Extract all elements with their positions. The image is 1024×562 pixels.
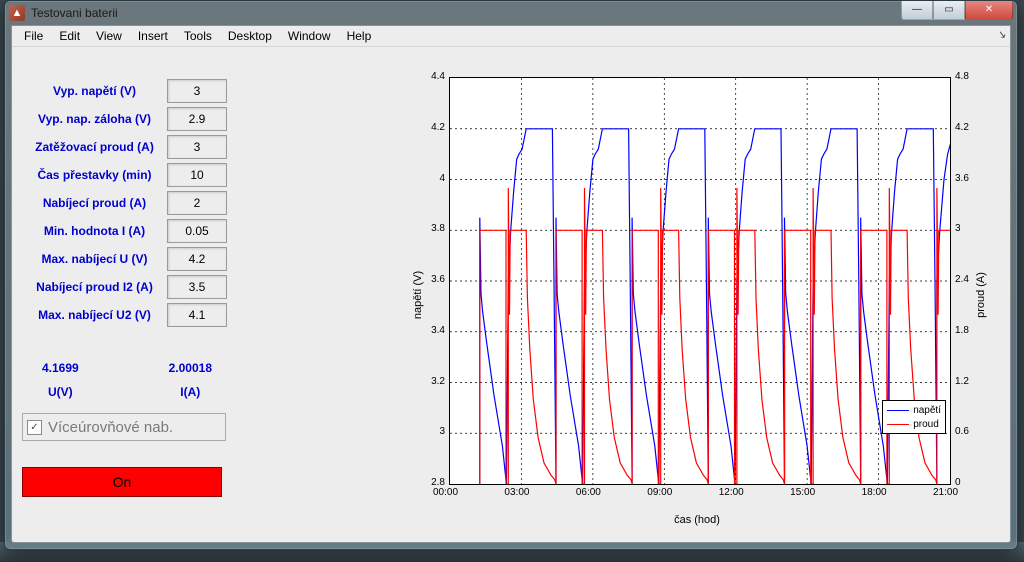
params-panel: Vyp. napětí (V) Vyp. nap. záloha (V) Zatěž… <box>22 77 237 329</box>
x-tick-label: 03:00 <box>504 487 529 498</box>
param-input[interactable] <box>167 163 227 187</box>
y1-tick-label: 3.4 <box>405 325 445 336</box>
menubar: FileEditViewInsertToolsDesktopWindowHelp… <box>12 26 1010 47</box>
param-label: Vyp. nap. záloha (V) <box>22 112 167 126</box>
menu-help[interactable]: Help <box>339 27 380 45</box>
legend-label: proud <box>913 419 939 430</box>
param-label: Max. nabíjecí U2 (V) <box>22 308 167 322</box>
legend-label: napětí <box>913 405 941 416</box>
param-label: Nabíjecí proud (A) <box>22 196 167 210</box>
menu-view[interactable]: View <box>88 27 130 45</box>
voltage-readout-value: 4.1699 <box>42 361 79 375</box>
menu-window[interactable]: Window <box>280 27 339 45</box>
param-input[interactable] <box>167 275 227 299</box>
y1-tick-label: 4.2 <box>405 122 445 133</box>
x-tick-label: 18:00 <box>862 487 887 498</box>
y2-tick-label: 1.2 <box>955 376 969 387</box>
plot-svg <box>450 78 950 484</box>
plot-area: napětí proud <box>449 77 951 485</box>
x-tick-label: 06:00 <box>576 487 601 498</box>
y1-tick-label: 3.2 <box>405 376 445 387</box>
param-row: Min. hodnota I (A) <box>22 217 237 245</box>
param-label: Nabíjecí proud I2 (A) <box>22 280 167 294</box>
param-row: Nabíjecí proud I2 (A) <box>22 273 237 301</box>
chart: napětí (V) proud (A) čas (hod) napětípro… <box>402 67 992 522</box>
param-label: Vyp. napětí (V) <box>22 84 167 98</box>
x-tick-label: 09:00 <box>647 487 672 498</box>
readouts: 4.1699 U(V) 2.00018 I(A) <box>42 361 212 399</box>
on-button[interactable]: On <box>22 467 222 497</box>
window-minimize-button[interactable]: — <box>901 1 933 20</box>
app-window: ▲ Testovani baterii — ▭ ✕ FileEditViewIn… <box>4 0 1018 550</box>
current-readout-label: I(A) <box>169 385 212 399</box>
y2-tick-label: 4.8 <box>955 71 969 82</box>
legend-entry: proud <box>887 417 941 431</box>
legend-entry: napětí <box>887 403 941 417</box>
param-input[interactable] <box>167 247 227 271</box>
multilevel-checkbox-label: Víceúrovňové nab. <box>48 419 173 436</box>
param-label: Max. nabíjecí U (V) <box>22 252 167 266</box>
param-input[interactable] <box>167 135 227 159</box>
param-label: Zatěžovací proud (A) <box>22 140 167 154</box>
y1-tick-label: 4 <box>405 173 445 184</box>
legend-swatch <box>887 424 909 425</box>
x-tick-label: 00:00 <box>433 487 458 498</box>
param-row: Max. nabíjecí U (V) <box>22 245 237 273</box>
param-label: Min. hodnota I (A) <box>22 224 167 238</box>
y1-tick-label: 3 <box>405 426 445 437</box>
window-title: Testovani baterii <box>31 6 901 20</box>
x-tick-label: 15:00 <box>790 487 815 498</box>
param-label: Čas přestavky (min) <box>22 168 167 182</box>
y2-tick-label: 3.6 <box>955 173 969 184</box>
legend: napětí proud <box>882 400 946 434</box>
x-tick-label: 12:00 <box>719 487 744 498</box>
window-close-button[interactable]: ✕ <box>965 1 1013 20</box>
titlebar[interactable]: ▲ Testovani baterii — ▭ ✕ <box>5 1 1017 25</box>
menu-file[interactable]: File <box>16 27 51 45</box>
x-tick-label: 21:00 <box>933 487 958 498</box>
param-row: Vyp. napětí (V) <box>22 77 237 105</box>
client-area: FileEditViewInsertToolsDesktopWindowHelp… <box>11 25 1011 543</box>
x-axis-label: čas (hod) <box>674 514 720 526</box>
multilevel-checkbox[interactable]: ✓ Víceúrovňové nab. <box>22 413 226 441</box>
y2-tick-label: 3 <box>955 223 961 234</box>
param-input[interactable] <box>167 107 227 131</box>
y2-tick-label: 0.6 <box>955 426 969 437</box>
y1-tick-label: 4.4 <box>405 71 445 82</box>
param-input[interactable] <box>167 219 227 243</box>
param-row: Čas přestavky (min) <box>22 161 237 189</box>
menu-desktop[interactable]: Desktop <box>220 27 280 45</box>
checkbox-icon: ✓ <box>27 420 42 435</box>
y2-tick-label: 4.2 <box>955 122 969 133</box>
menu-tools[interactable]: Tools <box>176 27 220 45</box>
param-input[interactable] <box>167 303 227 327</box>
param-row: Max. nabíjecí U2 (V) <box>22 301 237 329</box>
on-button-label: On <box>113 474 132 490</box>
y1-tick-label: 3.6 <box>405 274 445 285</box>
dock-icon[interactable]: ↘ <box>997 28 1006 41</box>
param-input[interactable] <box>167 191 227 215</box>
menu-edit[interactable]: Edit <box>51 27 88 45</box>
param-input[interactable] <box>167 79 227 103</box>
menu-insert[interactable]: Insert <box>130 27 176 45</box>
app-icon: ▲ <box>9 5 25 21</box>
content: Vyp. napětí (V) Vyp. nap. záloha (V) Zatěž… <box>12 47 1010 542</box>
window-maximize-button[interactable]: ▭ <box>933 1 965 20</box>
current-readout-value: 2.00018 <box>169 361 212 375</box>
y2-axis-label: proud (A) <box>975 272 987 318</box>
y2-tick-label: 2.4 <box>955 274 969 285</box>
voltage-readout-label: U(V) <box>42 385 79 399</box>
y2-tick-label: 1.8 <box>955 325 969 336</box>
param-row: Zatěžovací proud (A) <box>22 133 237 161</box>
param-row: Vyp. nap. záloha (V) <box>22 105 237 133</box>
param-row: Nabíjecí proud (A) <box>22 189 237 217</box>
y1-tick-label: 3.8 <box>405 223 445 234</box>
legend-swatch <box>887 410 909 411</box>
